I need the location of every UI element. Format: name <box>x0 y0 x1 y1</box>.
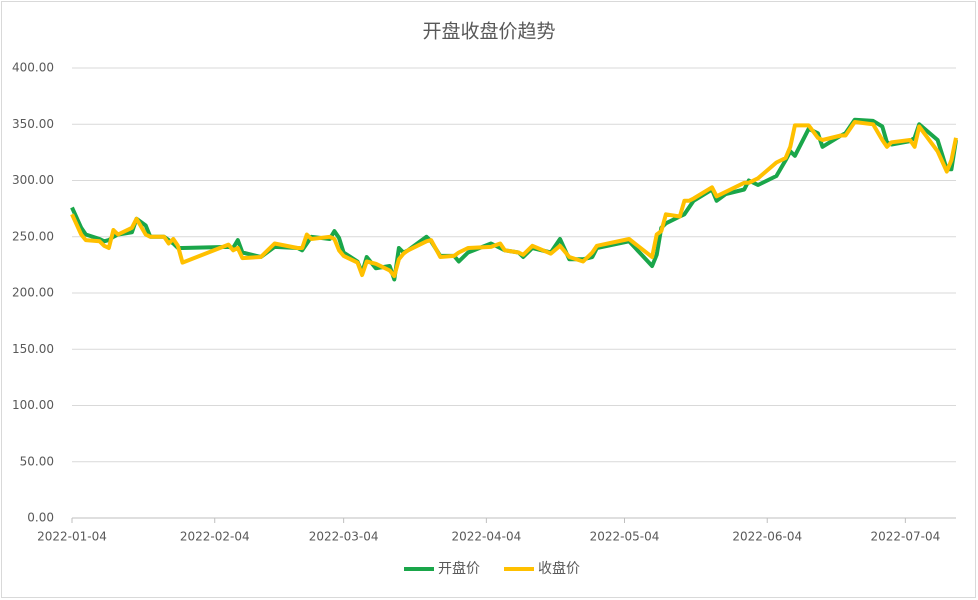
y-tick-label: 300.00 <box>12 173 54 187</box>
y-tick-label: 250.00 <box>12 229 54 243</box>
series-line <box>70 120 958 279</box>
x-tick-label: 2022-05-04 <box>590 530 660 544</box>
x-tick-label: 2022-01-04 <box>37 530 107 544</box>
chart-title: 开盘收盘价趋势 <box>422 21 555 43</box>
y-tick-label: 400.00 <box>12 61 54 75</box>
legend-label: 开盘价 <box>438 560 480 577</box>
x-tick-label: 2022-03-04 <box>309 530 379 544</box>
legend-label: 收盘价 <box>538 560 580 577</box>
x-tick-label: 2022-04-04 <box>452 530 522 544</box>
y-tick-label: 200.00 <box>12 286 54 300</box>
x-tick-label: 2022-06-04 <box>732 530 802 544</box>
y-tick-label: 0.00 <box>27 511 54 525</box>
y-tick-label: 150.00 <box>12 342 54 356</box>
x-tick-label: 2022-07-04 <box>870 530 940 544</box>
y-tick-label: 350.00 <box>12 117 54 131</box>
y-tick-label: 100.00 <box>12 398 54 412</box>
y-tick-label: 50.00 <box>20 454 54 468</box>
x-tick-label: 2022-02-04 <box>180 530 250 544</box>
